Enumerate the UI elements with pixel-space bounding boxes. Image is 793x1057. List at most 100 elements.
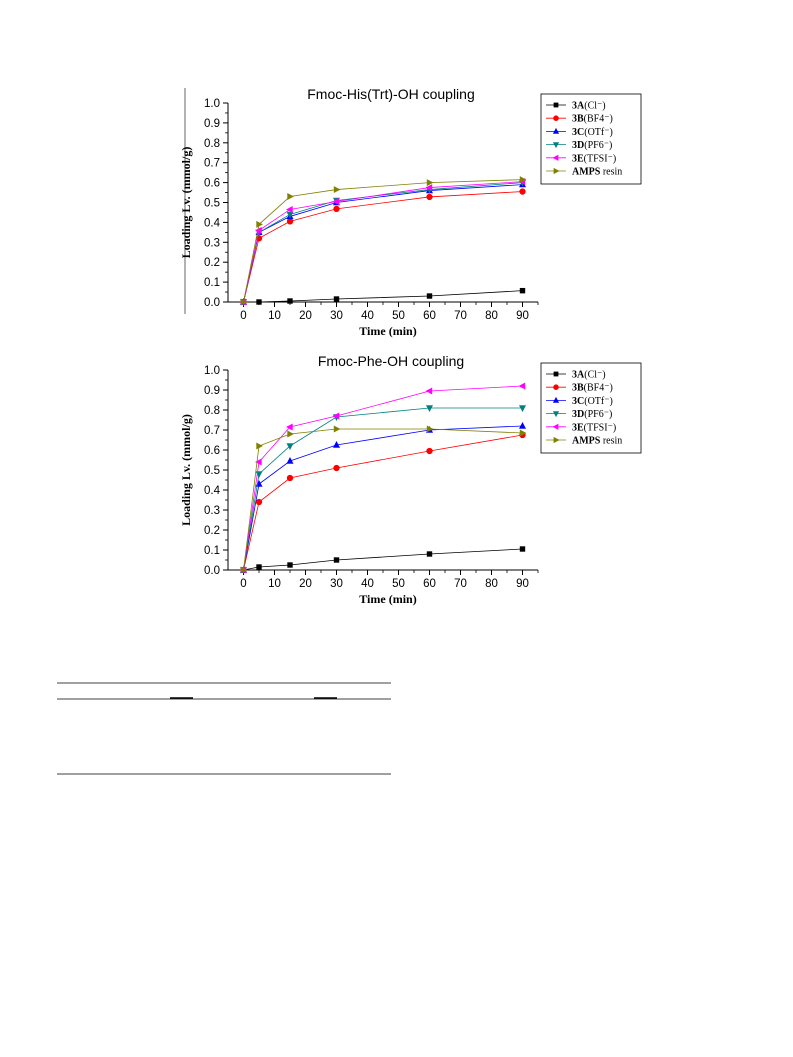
data-point-3d <box>286 211 294 219</box>
legend-label-name: 3C <box>572 396 584 407</box>
legend-label-name: 3E <box>572 422 584 433</box>
data-point-3a <box>256 564 262 570</box>
data-point-3c <box>519 422 526 429</box>
x-tick-label: 40 <box>361 310 374 322</box>
legend-item-3b: 3B(BF4⁻) <box>546 383 613 394</box>
y-tick-label: 0.4 <box>204 485 221 497</box>
legend-label: 3A(Cl⁻) <box>572 101 606 112</box>
data-point-3b <box>426 447 433 455</box>
data-point-3a <box>287 298 293 304</box>
data-point-3e <box>286 205 293 213</box>
legend-label-suffix: resin <box>600 167 622 178</box>
series-3d <box>240 405 526 574</box>
data-point-3e <box>425 184 433 192</box>
legend-item-3d: 3D(PF6⁻) <box>546 140 612 151</box>
legend-label-name: 3A <box>572 370 585 381</box>
data-point-3e <box>332 198 340 206</box>
series-line-3a <box>243 548 523 571</box>
legend-item-amps: AMPS resin <box>546 167 622 178</box>
x-tick-label: 50 <box>392 310 405 322</box>
data-point-3b <box>519 188 526 195</box>
series-3b <box>240 431 526 574</box>
x-tick-label: 60 <box>423 310 436 322</box>
legend-marker <box>552 396 560 403</box>
y-tick-label: 0.9 <box>204 118 220 130</box>
data-point-3e <box>332 412 340 420</box>
data-point-3c <box>333 441 340 448</box>
legend-label-name: AMPS <box>572 436 601 447</box>
data-point-amps <box>287 193 294 201</box>
legend-label: AMPS resin <box>572 167 622 178</box>
series-line-3b <box>243 191 523 303</box>
x-tick-label: 30 <box>330 310 343 322</box>
y-tick-label: 0.8 <box>204 405 220 417</box>
data-point-amps <box>240 298 248 306</box>
y-tick-label: 0.6 <box>204 445 220 457</box>
legend-label-name: 3D <box>572 140 584 151</box>
data-point-amps <box>256 220 263 228</box>
legend-label-suffix: resin <box>600 436 622 447</box>
data-point-3e <box>255 226 262 234</box>
legend-marker <box>552 127 560 134</box>
legend-label-suffix: (BF4⁻) <box>584 383 613 394</box>
y-tick-label: 0.7 <box>204 425 220 437</box>
y-tick-label: 0.3 <box>204 505 220 517</box>
series-3c <box>240 180 526 305</box>
chart-his-trt-coupling: Fmoc-His(Trt)-OH coupling 0.0 0.1 0.2 0.3 0.4… <box>179 86 642 338</box>
y-tick-label: 1.0 <box>204 365 220 377</box>
chart-title: Fmoc-His(Trt)-OH coupling <box>307 86 475 102</box>
data-point-3a <box>519 287 526 294</box>
series-3e <box>239 178 526 306</box>
data-point-amps <box>287 430 294 438</box>
data-point-amps <box>333 186 341 194</box>
legend: 3A(Cl⁻)3B(BF4⁻)3C(OTf⁻)3D(PF6⁻)3E(TFSI⁻)… <box>540 93 642 185</box>
x-tick-label: 0 <box>240 310 246 322</box>
x-tick-label: 10 <box>268 578 281 590</box>
y-tick-label: 0.1 <box>204 277 220 289</box>
data-point-3e <box>425 387 433 395</box>
legend-label: AMPS resin <box>572 436 622 447</box>
y-tick-label: 0.5 <box>204 198 220 210</box>
data-point-3b <box>286 474 294 482</box>
data-point-3b <box>333 205 340 213</box>
data-point-amps <box>519 429 527 437</box>
x-tick-label: 0 <box>240 578 246 590</box>
y-tick-label: 1.0 <box>204 98 220 110</box>
legend-label-suffix: (TFSI⁻) <box>584 153 617 164</box>
legend-item-3a: 3A(Cl⁻) <box>546 101 606 112</box>
data-point-3a <box>256 299 262 305</box>
legend-marker <box>552 154 559 161</box>
data-point-amps <box>240 566 248 574</box>
x-tick-label: 80 <box>485 310 498 322</box>
y-tick-label: 0.9 <box>204 385 220 397</box>
legend-label: 3A(Cl⁻) <box>572 370 606 381</box>
series-3c <box>240 422 526 573</box>
y-tick-label: 0.2 <box>204 257 220 269</box>
legend-box <box>540 93 642 185</box>
y-axis-label: Loading Lv. (mmol/g) <box>179 414 193 526</box>
x-tick-label: 70 <box>454 578 467 590</box>
x-tick-label: 90 <box>516 578 529 590</box>
data-point-amps <box>333 425 341 433</box>
y-tick-label: 0.4 <box>204 217 221 229</box>
data-point-3c <box>286 457 294 464</box>
y-tick-label: 0.1 <box>204 545 220 557</box>
x-tick-label: 90 <box>516 310 529 322</box>
legend-label: 3D(PF6⁻) <box>572 409 612 420</box>
series-line-amps <box>243 179 523 303</box>
legend-marker <box>553 371 559 377</box>
legend-label-name: 3A <box>572 101 585 112</box>
data-point-3d <box>286 443 294 450</box>
legend-label-name: AMPS <box>572 167 601 178</box>
y-tick-label: 0.2 <box>204 525 220 537</box>
legend-label-suffix: (OTf⁻) <box>584 127 613 138</box>
series-line-3b <box>243 434 523 571</box>
legend-label: 3D(PF6⁻) <box>572 140 612 151</box>
legend-label-suffix: (TFSI⁻) <box>584 422 617 433</box>
legend-label: 3C(OTf⁻) <box>572 396 613 407</box>
data-point-3e <box>518 382 526 390</box>
legend-label-name: 3B <box>572 114 584 125</box>
series-line-3a <box>243 290 523 303</box>
data-point-amps <box>519 176 527 184</box>
series-line-3c <box>243 425 523 571</box>
